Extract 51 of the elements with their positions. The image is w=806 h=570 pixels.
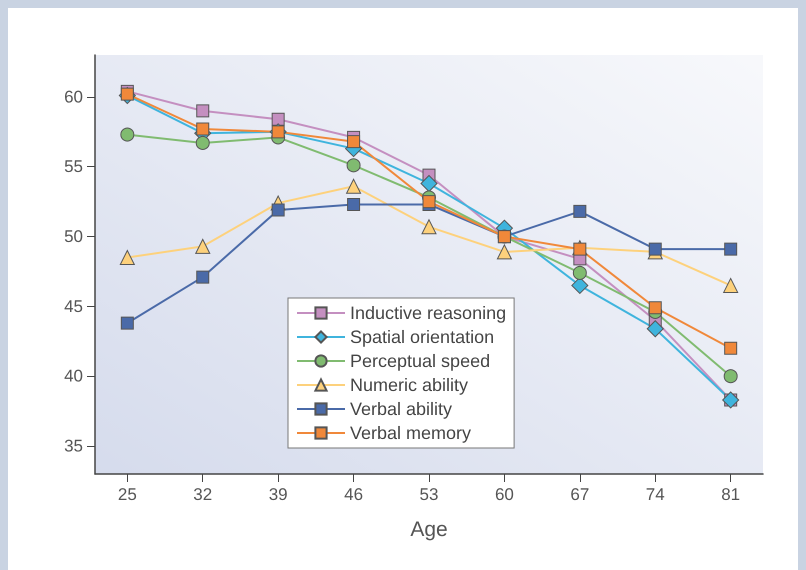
point — [120, 128, 134, 142]
point — [347, 198, 360, 211]
legend-label: Perceptual speed — [350, 351, 490, 371]
point — [196, 104, 210, 118]
y-tick-label: 50 — [64, 227, 83, 246]
point — [648, 242, 662, 256]
legend-label: Inductive reasoning — [350, 303, 506, 323]
legend-label: Numeric ability — [350, 375, 468, 395]
point — [195, 238, 210, 254]
point — [120, 250, 135, 266]
point — [347, 135, 360, 148]
point — [496, 244, 512, 260]
point — [272, 112, 285, 126]
x-tick-label: 25 — [118, 485, 137, 504]
x-tick-label: 81 — [721, 485, 740, 504]
point — [648, 301, 662, 314]
point — [572, 266, 587, 280]
point — [724, 342, 738, 355]
point — [272, 125, 285, 138]
point — [196, 136, 210, 150]
x-tick-label: 39 — [268, 485, 288, 504]
point — [420, 174, 438, 192]
point — [196, 270, 210, 284]
legend-label: Spatial orientation — [350, 327, 494, 347]
y-tick-label: 45 — [64, 296, 83, 316]
point — [723, 278, 738, 293]
y-tick-label: 40 — [64, 366, 83, 386]
point — [272, 204, 285, 217]
point — [646, 320, 664, 338]
x-tick-label: 67 — [570, 485, 590, 504]
x-tick-label: 32 — [193, 485, 212, 504]
y-tick-label: 60 — [64, 87, 83, 106]
point — [573, 242, 586, 256]
point — [196, 122, 210, 136]
y-tick-label: 55 — [64, 157, 83, 176]
point — [724, 242, 738, 256]
x-tick-label: 74 — [646, 485, 665, 504]
x-tick-label: 53 — [420, 485, 438, 504]
point — [422, 195, 436, 208]
legend-label: Verbal memory — [350, 423, 472, 443]
point — [573, 204, 586, 218]
point — [346, 158, 361, 172]
x-axis-title: Age — [410, 518, 448, 541]
point — [120, 316, 134, 330]
point — [422, 219, 436, 234]
point — [724, 369, 738, 384]
x-tick-label: 60 — [494, 485, 514, 504]
y-tick-label: 35 — [64, 436, 83, 456]
point — [346, 178, 362, 194]
legend-label: Verbal ability — [350, 399, 452, 419]
x-tick-label: 46 — [344, 485, 364, 504]
